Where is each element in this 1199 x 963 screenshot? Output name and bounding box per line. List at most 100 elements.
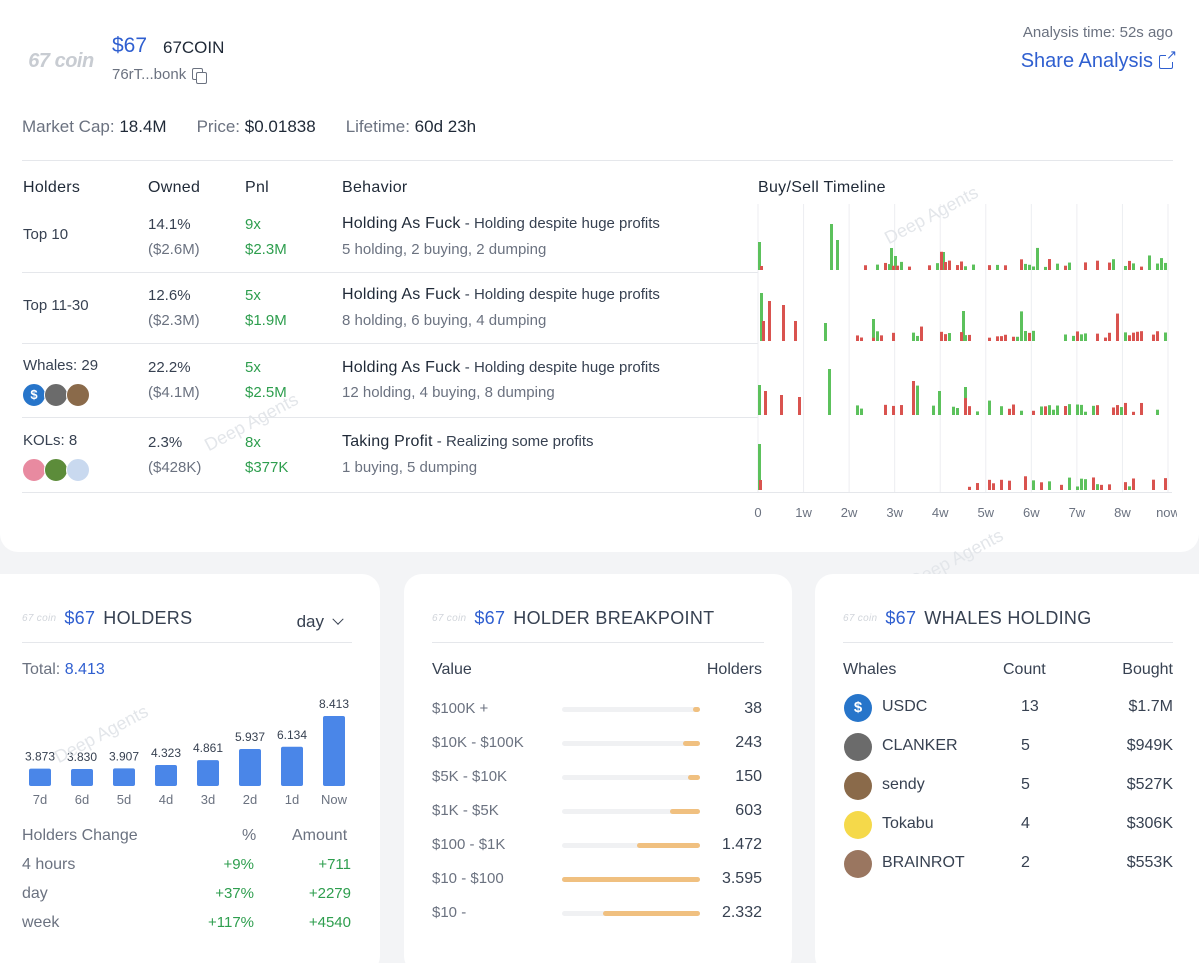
timeline-bar (1072, 335, 1075, 341)
analysis-time: Analysis time: 52s ago (1022, 24, 1173, 41)
timeline-bar (1096, 260, 1099, 270)
breakpoint-bar-track (562, 775, 700, 780)
timeline-bar (1140, 402, 1143, 415)
holder-label: Whales: 29 (23, 357, 99, 374)
kol-avatar[interactable] (44, 458, 68, 482)
breakpoint-range: $100K + (432, 700, 489, 717)
period-dropdown[interactable]: day (297, 612, 344, 632)
timeline-bar (1060, 484, 1063, 490)
timeline-bar (1028, 264, 1031, 270)
timeline-bar (912, 381, 915, 415)
holders-bar-chart: 3.873 7d 3.830 6d 3.907 5d 4.323 4d 4.861 3d 5.937… (25, 697, 349, 807)
timeline-bar (1108, 332, 1111, 341)
holder-label: Top 10 (23, 226, 69, 243)
timeline-bar (1116, 313, 1119, 341)
timeline-bar (1164, 262, 1167, 270)
usdc-avatar[interactable] (22, 383, 46, 407)
col-header-behavior: Behavior (342, 179, 408, 196)
holders-header: Holders (706, 661, 762, 678)
timeline-bar (956, 265, 959, 270)
timeline-bar (992, 483, 995, 490)
timeline-bar (1080, 404, 1083, 415)
timeline-bar (1004, 334, 1007, 341)
timeline-bar (912, 332, 915, 341)
timeline-bar (960, 261, 963, 270)
count-header: Count (1003, 661, 1046, 678)
timeline-bar (888, 264, 891, 270)
timeline-tick-label: 7w (1069, 505, 1086, 520)
timeline-bar (972, 264, 975, 270)
sendy-avatar[interactable] (66, 383, 90, 407)
timeline-bar (1012, 404, 1015, 415)
whale-count: 13 (1021, 698, 1039, 715)
timeline-bar (976, 483, 979, 490)
kol-avatars (22, 458, 90, 482)
timeline-bar (798, 397, 801, 415)
breakpoint-card-title: 67 coin $67 HOLDER BREAKPOINT (432, 608, 715, 628)
whale-name: CLANKER (882, 737, 958, 754)
kol-avatar[interactable] (22, 458, 46, 482)
timeline-bar (1068, 477, 1071, 490)
timeline-bar (1064, 265, 1067, 270)
timeline-bar (1076, 404, 1079, 415)
timeline-bar (1068, 262, 1071, 270)
timeline-bar (1048, 405, 1051, 415)
timeline-bar (964, 398, 967, 415)
timeline-tick-label: 6w (1023, 505, 1040, 520)
timeline-tick-label: 8w (1114, 505, 1131, 520)
whale-name: BRAINROT (882, 854, 965, 871)
amount-header: Amount (292, 827, 348, 844)
share-analysis-link[interactable]: Share Analysis (1021, 47, 1177, 73)
whale-name: sendy (882, 776, 925, 793)
timeline-bar (988, 479, 991, 490)
timeline-bar (964, 266, 967, 270)
timeline-bar (824, 323, 827, 341)
whale-avatar (844, 733, 872, 761)
copy-icon[interactable] (192, 67, 208, 84)
timeline-bar (876, 331, 879, 341)
timeline-bar (1128, 335, 1131, 341)
kol-avatar[interactable] (66, 458, 90, 482)
token-address-text: 76rT...bonk (112, 66, 187, 83)
timeline-bar (1024, 263, 1027, 270)
timeline-bar (764, 391, 767, 415)
timeline-bar (964, 335, 967, 341)
timeline-bar (968, 334, 971, 341)
timeline-tick-label: 1w (795, 505, 812, 520)
bar-value-label: 6.134 (277, 728, 307, 742)
breakpoint-bar-fill (693, 707, 700, 712)
token-name: 67COIN (163, 38, 225, 57)
buy-sell-timeline: 0 1w 2w 3w 4w 5w 6w 7w 8w now (754, 204, 1177, 520)
timeline-bar (1000, 336, 1003, 341)
change-period: week (22, 914, 60, 931)
timeline-bar (1040, 406, 1043, 415)
timeline-bar (1020, 311, 1023, 341)
timeline-bar (948, 333, 951, 341)
timeline-bar (1056, 405, 1059, 415)
behavior-detail: 12 holding, 4 buying, 8 dumping (342, 384, 555, 401)
timeline-bar (1080, 478, 1083, 490)
clanker-avatar[interactable] (44, 383, 68, 407)
breakpoint-holders: 603 (735, 802, 762, 819)
owned-pct: 2.3% (148, 434, 183, 451)
timeline-bar (896, 265, 899, 270)
bar-value-label: 4.323 (151, 746, 181, 760)
whale-name: USDC (882, 698, 928, 715)
bar-category-label: 1d (285, 792, 299, 807)
timeline-bar (759, 480, 762, 490)
change-period: 4 hours (22, 856, 76, 873)
change-pct: +37% (215, 885, 254, 902)
timeline-bar (892, 332, 895, 341)
timeline-bar (944, 334, 947, 341)
pnl-multiple: 9x (245, 216, 261, 233)
timeline-bar (1124, 265, 1127, 270)
timeline-bar (860, 337, 863, 341)
timeline-bar (1032, 266, 1035, 270)
timeline-tick-label: 5w (977, 505, 994, 520)
timeline-bar (1044, 406, 1047, 415)
whale-bought: $527K (1126, 776, 1173, 793)
holders-bar (323, 716, 345, 786)
change-pct: +9% (223, 856, 254, 873)
timeline-bar (1156, 331, 1159, 341)
row-divider (22, 417, 758, 418)
